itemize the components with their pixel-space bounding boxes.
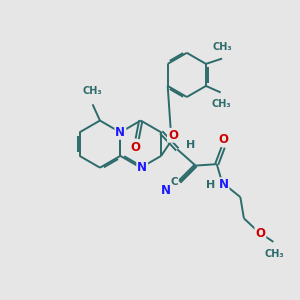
Text: CH₃: CH₃	[83, 86, 102, 96]
Text: N: N	[137, 160, 147, 174]
Text: H: H	[186, 140, 195, 150]
Text: O: O	[219, 133, 229, 146]
Text: O: O	[131, 141, 141, 154]
Text: CH₃: CH₃	[213, 42, 233, 52]
Text: O: O	[168, 129, 178, 142]
Text: O: O	[255, 226, 266, 239]
Text: CH₃: CH₃	[212, 99, 231, 109]
Text: N: N	[219, 178, 229, 191]
Text: N: N	[161, 184, 171, 196]
Text: C: C	[170, 177, 178, 188]
Text: CH₃: CH₃	[264, 249, 284, 259]
Text: H: H	[206, 180, 216, 190]
Text: N: N	[115, 126, 125, 139]
